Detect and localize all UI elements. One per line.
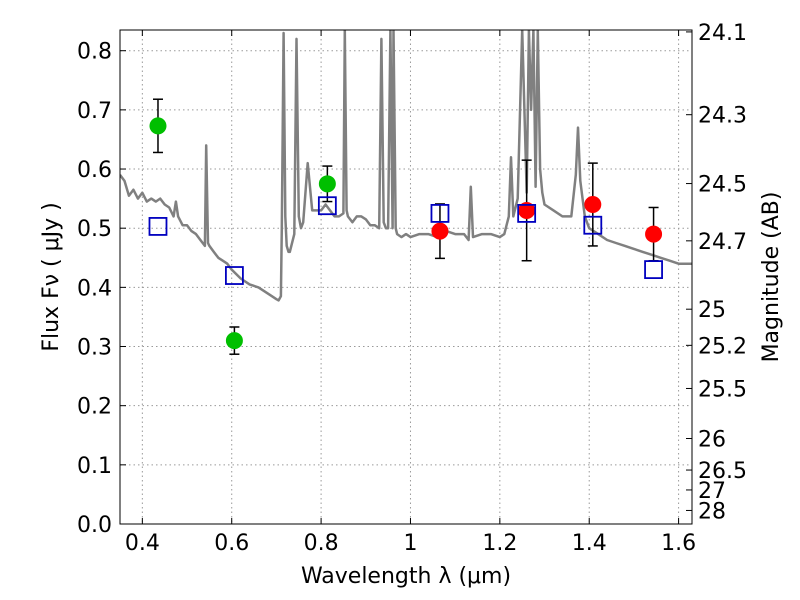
x-tick-label: 0.4 (125, 531, 160, 556)
y2-tick-label: 27 (698, 479, 726, 504)
y-tick-label: 0.3 (77, 336, 112, 361)
axis-ticks (120, 30, 692, 525)
data-point (584, 196, 602, 214)
y2-axis-title: Magnitude (AB) (759, 192, 784, 363)
x-tick-label: 0.6 (214, 531, 249, 556)
data-point (318, 175, 336, 193)
y2-tick-label: 24.3 (698, 104, 747, 129)
model-spectrum-layer (120, 30, 692, 302)
y-tick-label: 0.1 (77, 454, 112, 479)
tick-labels: 0.4 0.6 0.8 1 1.2 1.4 1.6 0.0 0.1 0.2 0.3 0.4 0.5 0.6… (77, 21, 747, 556)
x-tick-label: 1.6 (661, 531, 696, 556)
x-tick-label: 1 (403, 531, 417, 556)
y2-tick-label: 24.5 (698, 173, 747, 198)
y-axis-title: Flux Fν ( μJy ) (39, 202, 64, 351)
y-tick-label: 0.7 (77, 99, 112, 124)
model-photometry-point (148, 217, 168, 236)
plot-frame (119, 29, 693, 525)
model-photometry-point (644, 260, 663, 280)
model-spectrum-line (120, 30, 692, 302)
y-tick-label: 0.8 (77, 40, 112, 65)
y-tick-label: 0.4 (77, 276, 112, 301)
y2-tick-label: 25 (698, 298, 726, 323)
x-tick-label: 1.2 (482, 531, 517, 556)
x-axis-title: Wavelength λ (μm) (301, 564, 511, 589)
model-photometry-point (430, 204, 450, 223)
data-point (149, 117, 167, 135)
model-photometry-point (517, 204, 537, 223)
plot-area-background (120, 30, 692, 524)
photometry-layer (148, 98, 663, 355)
model-photometry-point (224, 266, 244, 285)
y2-tick-label: 26 (698, 427, 726, 452)
model-photometry-point (317, 196, 337, 216)
y2-tick-label: 24.7 (698, 230, 747, 255)
y-tick-label: 0.0 (77, 513, 112, 538)
x-tick-label: 0.8 (304, 531, 339, 556)
data-point (431, 222, 449, 240)
y2-tick-label: 26.5 (698, 459, 747, 484)
y-tick-label: 0.6 (77, 158, 112, 183)
y2-tick-label: 25.5 (698, 377, 747, 402)
y2-tick-label: 25.2 (698, 334, 747, 359)
y2-tick-label: 28 (698, 499, 726, 524)
data-point (645, 225, 663, 243)
y-tick-label: 0.5 (77, 217, 112, 242)
y2-tick-label: 24.1 (698, 21, 747, 46)
data-point (225, 332, 243, 350)
model-photometry-point (583, 215, 603, 235)
x-tick-label: 1.4 (572, 531, 607, 556)
y-tick-label: 0.2 (77, 395, 112, 420)
